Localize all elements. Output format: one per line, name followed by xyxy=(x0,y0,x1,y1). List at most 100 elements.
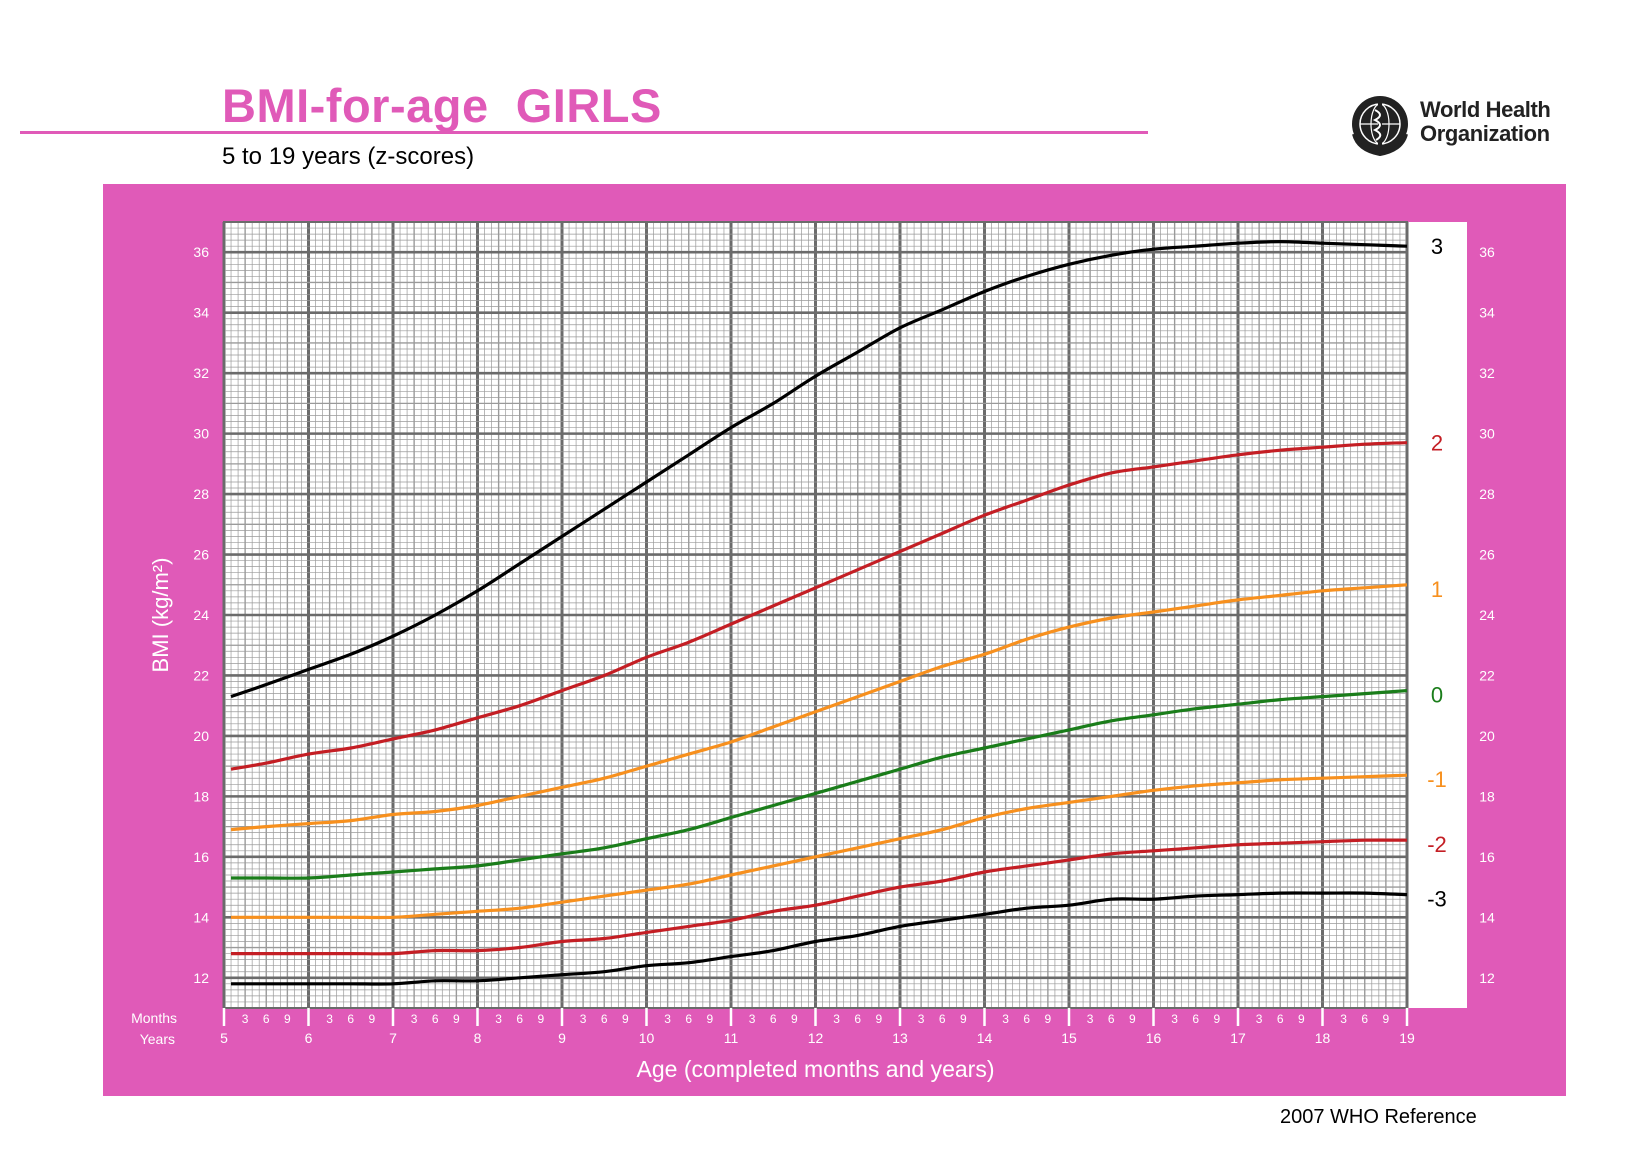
x-tick-label-month: 9 xyxy=(369,1012,376,1026)
x-tick-label-year: 11 xyxy=(724,1030,739,1046)
x-tick-label-month: 3 xyxy=(749,1012,756,1026)
x-tick-label-month: 9 xyxy=(622,1012,629,1026)
title-underline xyxy=(20,131,1148,134)
x-tick-label-year: 17 xyxy=(1230,1030,1246,1046)
logo-line-2: Organization xyxy=(1420,121,1550,146)
who-emblem-icon xyxy=(1352,96,1408,157)
x-tick-label-year: 18 xyxy=(1315,1030,1331,1046)
z-score-label-column xyxy=(1407,222,1467,1008)
x-tick-label-month: 9 xyxy=(1298,1012,1305,1026)
y-tick-label-left: 20 xyxy=(193,728,209,744)
y-tick-label-right: 26 xyxy=(1479,547,1495,563)
x-tick-label-month: 3 xyxy=(580,1012,587,1026)
series-label-z0: 0 xyxy=(1431,683,1443,708)
y-axis-label: BMI (kg/m²) xyxy=(148,558,173,673)
x-tick-label-month: 9 xyxy=(876,1012,883,1026)
x-tick-label-month: 3 xyxy=(1087,1012,1094,1026)
x-tick-label-year: 5 xyxy=(220,1030,228,1046)
x-tick-label-year: 14 xyxy=(977,1030,993,1046)
x-tick-label-year: 15 xyxy=(1061,1030,1077,1046)
x-tick-label-month: 3 xyxy=(326,1012,333,1026)
x-tick-label-month: 6 xyxy=(1108,1012,1115,1026)
y-tick-label-right: 32 xyxy=(1479,365,1495,381)
x-tick-label-year: 19 xyxy=(1399,1030,1415,1046)
y-tick-label-left: 18 xyxy=(193,788,209,804)
series-label-z-3: -3 xyxy=(1427,887,1447,912)
x-tick-label-month: 3 xyxy=(1340,1012,1347,1026)
series-label-z1: 1 xyxy=(1431,577,1443,602)
y-tick-label-right: 30 xyxy=(1479,426,1495,442)
x-tick-label-year: 9 xyxy=(558,1030,566,1046)
x-tick-label-month: 6 xyxy=(432,1012,439,1026)
x-tick-label-year: 7 xyxy=(389,1030,397,1046)
x-tick-label-month: 9 xyxy=(960,1012,967,1026)
x-tick-label-month: 6 xyxy=(516,1012,523,1026)
y-tick-label-left: 34 xyxy=(193,305,209,321)
reference-note: 2007 WHO Reference xyxy=(1280,1106,1477,1128)
who-logo: World Health Organization xyxy=(1346,90,1576,158)
x-tick-label-month: 9 xyxy=(538,1012,545,1026)
x-tick-label-month: 6 xyxy=(1023,1012,1030,1026)
y-tick-label-left: 30 xyxy=(193,426,209,442)
x-tick-label-month: 3 xyxy=(1002,1012,1009,1026)
y-tick-label-right: 34 xyxy=(1479,305,1495,321)
series-line-z3 xyxy=(230,239,1408,699)
y-tick-label-right: 28 xyxy=(1479,486,1495,502)
x-tick-label-month: 3 xyxy=(495,1012,502,1026)
series-label-z-1: -1 xyxy=(1427,767,1447,792)
y-tick-label-left: 24 xyxy=(193,607,209,623)
page-title: BMI-for-age GIRLS xyxy=(222,79,662,132)
series-label-z-2: -2 xyxy=(1427,832,1447,857)
grid xyxy=(222,221,1409,1009)
series-line-z0 xyxy=(231,689,1408,880)
x-axis-label: Age (completed months and years) xyxy=(637,1056,995,1082)
x-tick-label-month: 3 xyxy=(1256,1012,1263,1026)
y-tick-label-left: 14 xyxy=(193,909,209,925)
x-tick-label-month: 6 xyxy=(854,1012,861,1026)
y-tick-label-right: 24 xyxy=(1479,607,1495,623)
x-tick-label-month: 3 xyxy=(918,1012,925,1026)
series-line-z2 xyxy=(230,441,1408,771)
series-label-z3: 3 xyxy=(1431,234,1443,259)
y-tick-label-right: 14 xyxy=(1479,909,1495,925)
x-tick-label-month: 9 xyxy=(707,1012,714,1026)
x-tick-label-year: 13 xyxy=(892,1030,908,1046)
y-tick-label-left: 28 xyxy=(193,486,209,502)
y-tick-label-right: 12 xyxy=(1479,970,1495,986)
y-tick-label-right: 36 xyxy=(1479,244,1495,260)
x-tick-label-month: 6 xyxy=(1192,1012,1199,1026)
series-line-z-2 xyxy=(231,838,1408,956)
y-tick-label-right: 18 xyxy=(1479,788,1495,804)
x-tick-label-month: 9 xyxy=(284,1012,291,1026)
x-tick-label-year: 10 xyxy=(639,1030,655,1046)
x-tick-label-month: 6 xyxy=(939,1012,946,1026)
x-tick-label-month: 6 xyxy=(263,1012,270,1026)
x-tick-label-month: 9 xyxy=(1129,1012,1136,1026)
months-row-label: Months xyxy=(131,1010,177,1026)
x-tick-label-month: 3 xyxy=(242,1012,249,1026)
x-tick-label-month: 3 xyxy=(1171,1012,1178,1026)
y-tick-label-right: 16 xyxy=(1479,849,1495,865)
years-row-label: Years xyxy=(140,1031,175,1047)
page-subtitle: 5 to 19 years (z-scores) xyxy=(222,143,475,170)
x-tick-label-month: 6 xyxy=(1361,1012,1368,1026)
x-tick-label-month: 9 xyxy=(1045,1012,1052,1026)
x-tick-label-month: 6 xyxy=(601,1012,608,1026)
x-tick-label-month: 9 xyxy=(1383,1012,1390,1026)
y-tick-label-left: 12 xyxy=(193,970,209,986)
x-tick-label-month: 9 xyxy=(453,1012,460,1026)
logo-line-1: World Health xyxy=(1420,97,1551,122)
x-tick-label-year: 6 xyxy=(305,1030,313,1046)
x-tick-label-month: 6 xyxy=(770,1012,777,1026)
series-label-z2: 2 xyxy=(1431,431,1443,456)
y-tick-label-right: 22 xyxy=(1479,667,1495,683)
y-tick-label-left: 32 xyxy=(193,365,209,381)
y-tick-label-right: 20 xyxy=(1479,728,1495,744)
y-tick-label-left: 16 xyxy=(193,849,209,865)
x-tick-label-month: 6 xyxy=(1277,1012,1284,1026)
series-line-z-3 xyxy=(231,891,1408,986)
x-tick-label-year: 12 xyxy=(808,1030,824,1046)
x-tick-label-month: 3 xyxy=(411,1012,418,1026)
